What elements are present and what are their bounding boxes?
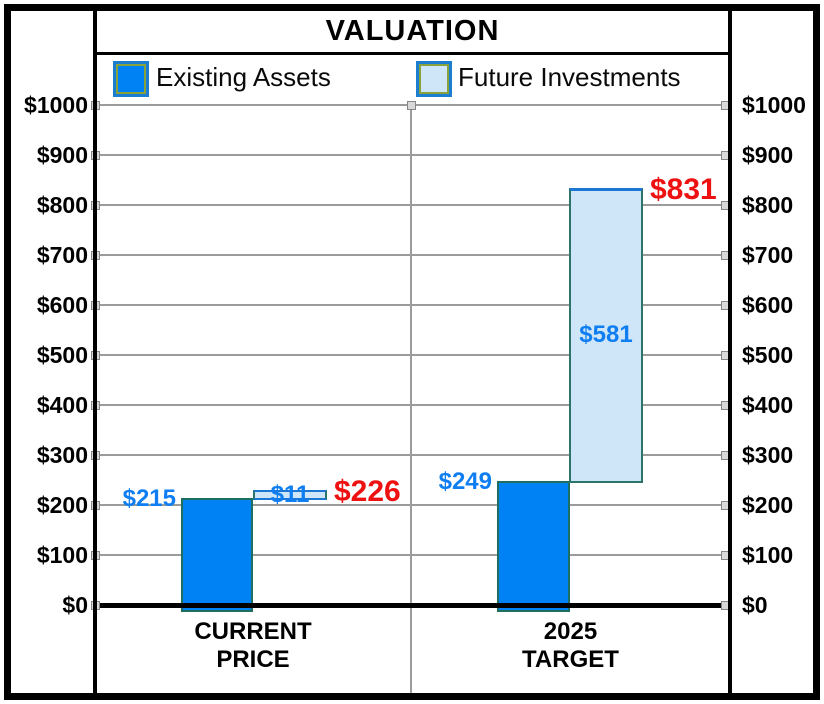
left-axis-line (93, 8, 97, 696)
y-tick-label-left-600: $600 (36, 292, 88, 318)
gridline-500 (95, 354, 730, 356)
gridline-300 (95, 454, 730, 456)
y-tick-label-right-1000: $1000 (742, 92, 806, 118)
divider-end-cap (407, 101, 416, 110)
y-tick-label-left-900: $900 (36, 142, 88, 168)
y-tick-label-right-100: $100 (742, 542, 794, 568)
y-tick-label-right-600: $600 (742, 292, 794, 318)
category-line: PRICE (216, 646, 290, 673)
y-tick-label-left-0: $0 (62, 592, 88, 618)
right-axis-line (728, 8, 732, 696)
chart-title: VALUATION (325, 15, 500, 47)
zero-axis-line (95, 602, 730, 608)
y-tick-label-left-800: $800 (36, 192, 88, 218)
category-line: 2025 (543, 618, 598, 645)
y-tick-label-left-300: $300 (36, 442, 88, 468)
y-tick-label-left-100: $100 (36, 542, 88, 568)
y-tick-label-right-500: $500 (742, 342, 794, 368)
y-tick-label-left-1000: $1000 (24, 92, 88, 118)
future-investments-value-label-1: $11 (270, 480, 310, 508)
existing-assets-bar-1 (181, 497, 253, 612)
category-label-current-price: CURRENT PRICE (95, 618, 411, 674)
category-line: CURRENT (194, 618, 312, 645)
gridline-600 (95, 304, 730, 306)
gridline-900 (95, 154, 730, 156)
y-tick-label-right-800: $800 (742, 192, 794, 218)
gridline-700 (95, 254, 730, 256)
y-tick-label-left-200: $200 (36, 492, 88, 518)
gridline-400 (95, 404, 730, 406)
legend-swatch-future-investments (419, 64, 449, 94)
gridline-100 (95, 554, 730, 556)
future-investments-bar-1 (253, 490, 327, 500)
existing-assets-bar-2 (497, 480, 570, 612)
y-tick-label-left-700: $700 (36, 242, 88, 268)
total-value-label-2: $831 (650, 172, 717, 206)
future-investments-value-label-2: $581 (579, 321, 633, 349)
y-tick-label-right-900: $900 (742, 142, 794, 168)
future-investments-bar-2 (569, 188, 643, 483)
existing-assets-value-label-1: $215 (122, 484, 176, 512)
y-tick-label-left-500: $500 (36, 342, 88, 368)
legend-swatch-existing-assets (116, 64, 146, 94)
category-divider-line (410, 105, 412, 693)
y-tick-label-right-200: $200 (742, 492, 794, 518)
y-tick-label-left-400: $400 (36, 392, 88, 418)
y-tick-label-right-400: $400 (742, 392, 794, 418)
existing-assets-value-label-2: $249 (438, 467, 492, 495)
gridline-800 (95, 204, 730, 206)
category-line: TARGET (522, 646, 619, 673)
title-separator-line (95, 52, 730, 55)
legend-label-existing-assets: Existing Assets (156, 62, 331, 92)
legend-label-future-investments: Future Investments (458, 62, 681, 92)
total-value-label-1: $226 (334, 475, 401, 508)
gridline-200 (95, 504, 730, 506)
category-label-2025-target: 2025 TARGET (411, 618, 730, 674)
y-tick-label-right-700: $700 (742, 242, 794, 268)
y-tick-label-right-0: $0 (742, 592, 768, 618)
y-tick-label-right-300: $300 (742, 442, 794, 468)
